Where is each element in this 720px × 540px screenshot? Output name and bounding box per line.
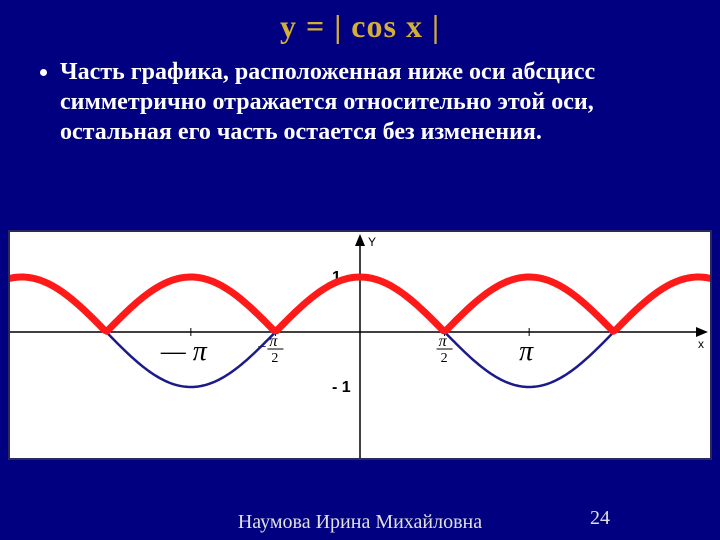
bullet-list: Часть графика, расположенная ниже оси аб… — [0, 45, 720, 147]
page-number: 24 — [590, 507, 610, 530]
slide-title: y = | cos x | — [0, 0, 720, 45]
svg-text:— π: — π — [160, 336, 208, 367]
svg-text:x: x — [698, 337, 704, 351]
svg-text:2: 2 — [441, 351, 448, 366]
svg-text:- 1: - 1 — [332, 379, 351, 396]
footer-author: Наумова Ирина Михайловна — [0, 511, 720, 534]
cosine-chart: Yx1- 1— π−π2π2π — [10, 232, 710, 458]
svg-text:π: π — [519, 336, 534, 367]
chart-container: Yx1- 1— π−π2π2π — [8, 230, 712, 460]
svg-text:π: π — [439, 333, 448, 350]
svg-text:Y: Y — [368, 235, 376, 249]
bullet-text: Часть графика, расположенная ниже оси аб… — [60, 57, 690, 147]
svg-text:2: 2 — [271, 351, 278, 366]
